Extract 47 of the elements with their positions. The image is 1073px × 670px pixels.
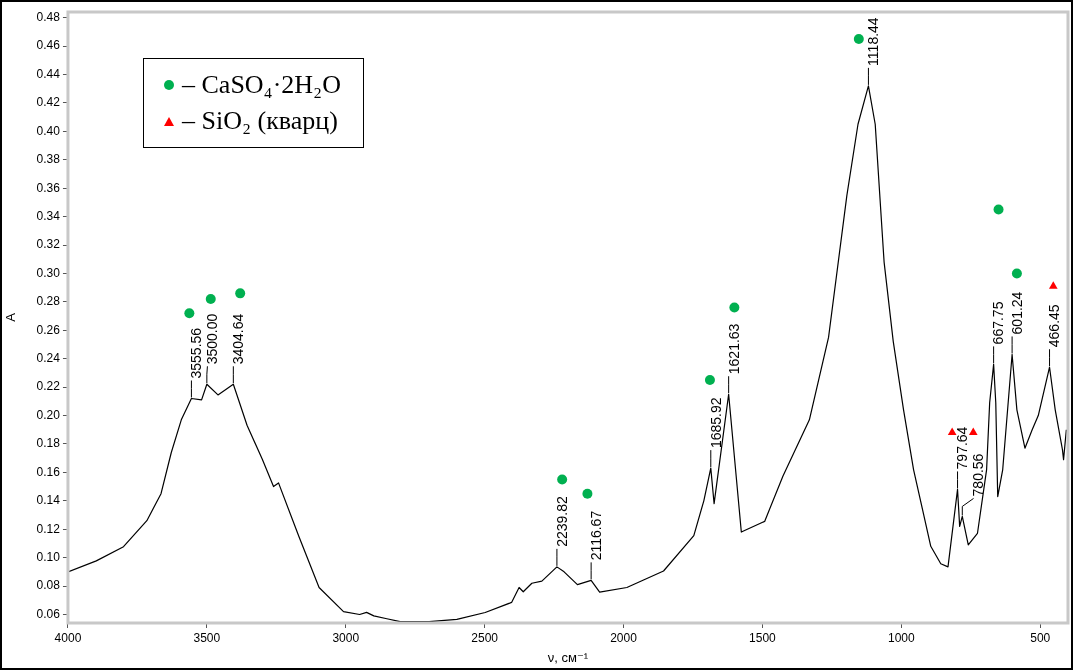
x-tick-label: 1000 bbox=[887, 630, 915, 645]
y-tick-label: 0.18 bbox=[36, 436, 61, 451]
x-tick-label: 2500 bbox=[471, 630, 499, 645]
legend-label: – SiO₂ (кварц) bbox=[182, 105, 338, 137]
y-tick-label: 0.20 bbox=[36, 407, 61, 422]
annotation: 601.24 bbox=[1008, 291, 1025, 335]
y-tick-label: 0.36 bbox=[36, 180, 61, 195]
y-tick-label: 0.14 bbox=[36, 493, 61, 508]
y-tick-label: 0.10 bbox=[36, 549, 61, 564]
annotation: 2116.67 bbox=[587, 510, 604, 561]
annotation: 780.56 bbox=[970, 453, 987, 497]
x-tick-label: 3500 bbox=[193, 630, 221, 645]
y-tick-label: 0.08 bbox=[36, 578, 61, 593]
annotation: 1118.44 bbox=[865, 17, 882, 66]
annotation: 667.75 bbox=[990, 301, 1007, 345]
y-tick-label: 0.28 bbox=[36, 294, 61, 309]
y-tick-label: 0.46 bbox=[36, 38, 61, 53]
legend-label: – CaSO₄·2H₂O bbox=[182, 69, 341, 101]
x-axis-title: ν, см⁻¹ bbox=[547, 649, 589, 665]
y-tick-label: 0.34 bbox=[36, 208, 61, 223]
y-tick-label: 0.40 bbox=[36, 123, 61, 138]
annotation: 3555.56 bbox=[188, 327, 205, 379]
y-tick-label: 0.44 bbox=[36, 66, 61, 81]
y-tick-label: 0.32 bbox=[36, 237, 61, 252]
x-tick-label: 3000 bbox=[332, 630, 360, 645]
annotation: 466.45 bbox=[1046, 304, 1063, 348]
y-tick-label: 0.42 bbox=[36, 95, 61, 110]
annotation: 1621.63 bbox=[725, 323, 742, 375]
x-tick-label: 1500 bbox=[749, 630, 777, 645]
y-tick-label: 0.24 bbox=[36, 351, 61, 366]
y-tick-label: 0.16 bbox=[36, 464, 61, 479]
y-tick-label: 0.06 bbox=[36, 606, 61, 621]
x-tick-label: 500 bbox=[1030, 630, 1051, 645]
y-tick-label: 0.30 bbox=[36, 265, 61, 280]
annotation: 2239.82 bbox=[553, 496, 570, 547]
x-tick-label: 2000 bbox=[610, 630, 638, 645]
y-tick-label: 0.48 bbox=[36, 10, 61, 24]
annotation: 3500.00 bbox=[204, 313, 221, 365]
y-tick-label: 0.26 bbox=[36, 322, 61, 337]
y-tick-label: 0.12 bbox=[36, 521, 61, 536]
annotation: 1685.92 bbox=[707, 397, 724, 449]
x-tick-label: 4000 bbox=[54, 630, 82, 645]
annotation: 797.64 bbox=[954, 426, 971, 470]
y-axis-title: A bbox=[3, 312, 19, 322]
y-tick-label: 0.38 bbox=[36, 152, 61, 167]
annotation: 3404.64 bbox=[230, 313, 247, 365]
y-tick-label: 0.22 bbox=[36, 379, 61, 394]
